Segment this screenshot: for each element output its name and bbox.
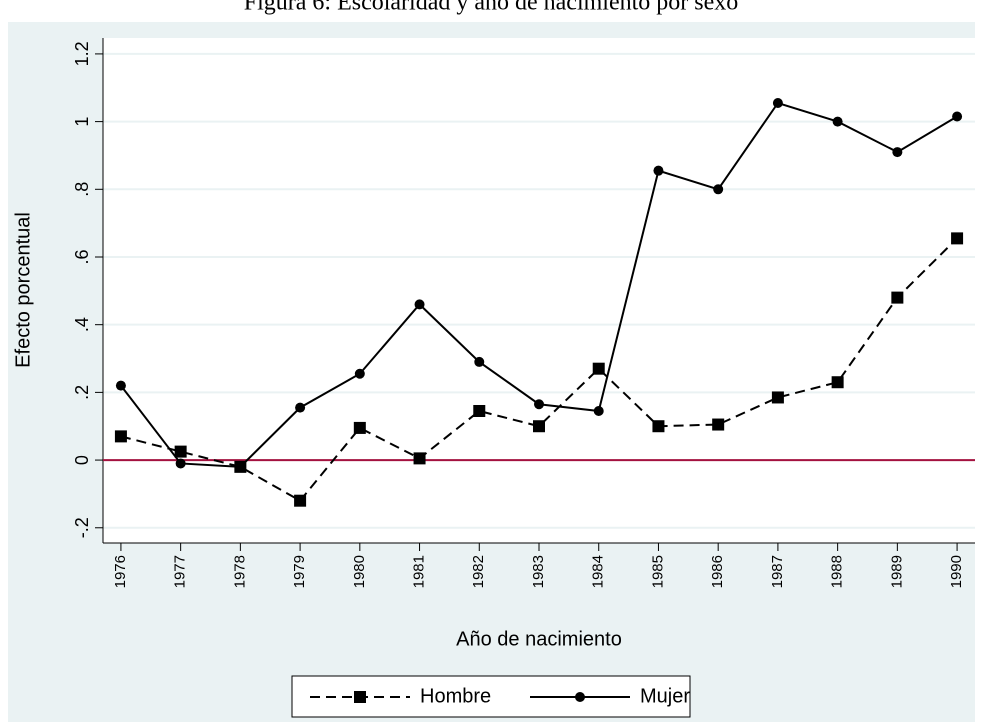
x-tick-label: 1977 bbox=[172, 555, 189, 588]
data-point bbox=[952, 111, 963, 122]
x-tick-label: 1982 bbox=[470, 555, 487, 588]
data-point bbox=[653, 165, 664, 176]
chart-title: Figura 6: Escolaridad y año de nacimient… bbox=[244, 0, 739, 16]
x-tick-label: 1988 bbox=[829, 555, 846, 588]
data-point bbox=[772, 97, 783, 108]
data-point bbox=[533, 420, 545, 433]
y-tick-label: -.2 bbox=[72, 517, 92, 538]
x-tick-label: 1990 bbox=[948, 555, 965, 588]
y-tick-label: 0 bbox=[72, 455, 92, 465]
y-axis-label: Efecto porcentual bbox=[12, 212, 34, 368]
data-point bbox=[832, 116, 843, 127]
legend-label: Hombre bbox=[420, 685, 491, 707]
x-tick-label: 1984 bbox=[590, 555, 607, 588]
x-tick-label: 1985 bbox=[649, 555, 666, 588]
series-line bbox=[120, 237, 958, 502]
data-point bbox=[474, 356, 485, 367]
data-point bbox=[593, 405, 604, 416]
data-point bbox=[892, 147, 903, 158]
data-point bbox=[114, 430, 127, 443]
data-point bbox=[473, 404, 486, 417]
y-tick-label: 1 bbox=[72, 117, 92, 127]
x-tick-label: 1983 bbox=[530, 555, 547, 588]
data-point bbox=[174, 445, 187, 458]
x-tick-label: 1989 bbox=[888, 555, 905, 588]
y-tick-label: .6 bbox=[72, 249, 92, 264]
legend-label: Mujer bbox=[640, 685, 690, 707]
x-tick-label: 1986 bbox=[709, 555, 726, 588]
data-point bbox=[115, 380, 126, 391]
data-point bbox=[951, 232, 964, 245]
data-point bbox=[354, 368, 365, 379]
data-point bbox=[891, 291, 904, 304]
y-tick-label: .8 bbox=[72, 182, 92, 197]
data-point bbox=[294, 494, 307, 507]
x-tick-label: 1976 bbox=[112, 555, 129, 588]
data-point bbox=[414, 299, 425, 310]
data-point bbox=[534, 399, 544, 410]
y-tick-label: .2 bbox=[72, 385, 92, 400]
data-point bbox=[295, 402, 306, 413]
y-tick-label: 1.2 bbox=[72, 41, 92, 66]
x-tick-label: 1981 bbox=[411, 555, 428, 588]
data-point bbox=[713, 184, 724, 195]
data-point bbox=[235, 461, 246, 472]
x-axis-label: Año de nacimiento bbox=[456, 628, 622, 650]
data-point bbox=[592, 362, 605, 375]
data-point bbox=[831, 376, 844, 389]
x-tick-label: 1979 bbox=[291, 555, 308, 588]
legend-marker bbox=[354, 691, 366, 703]
data-point bbox=[652, 420, 665, 433]
data-point bbox=[175, 458, 186, 469]
x-tick-label: 1980 bbox=[351, 555, 368, 588]
y-tick-label: .4 bbox=[72, 317, 92, 332]
data-point bbox=[413, 452, 426, 465]
x-tick-label: 1978 bbox=[231, 555, 248, 588]
x-tick-label: 1987 bbox=[769, 555, 786, 588]
data-point bbox=[353, 421, 366, 434]
data-point bbox=[771, 391, 784, 404]
legend-marker bbox=[575, 692, 585, 702]
data-point bbox=[712, 418, 725, 431]
